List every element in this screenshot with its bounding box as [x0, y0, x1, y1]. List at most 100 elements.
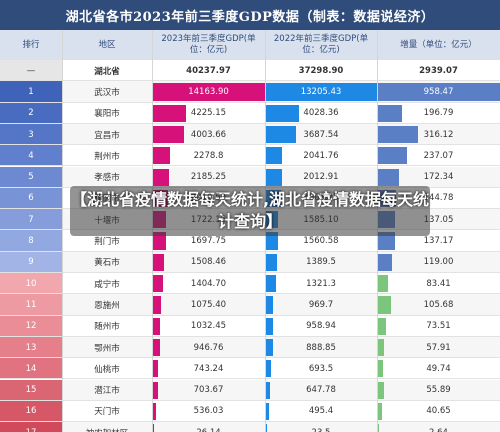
rank-cell: 7	[0, 209, 62, 231]
region-cell: 恩施州	[62, 294, 152, 315]
region-name: 潜江市	[94, 386, 120, 397]
increase-cell: 137.17	[377, 230, 500, 251]
gdp-2023-cell: 1404.70	[152, 273, 265, 294]
row-divider	[0, 335, 500, 337]
gdp-2023-cell: 40237.97	[152, 60, 265, 81]
gdp-2022-cell-bar	[265, 402, 270, 421]
increase-cell: 40.65	[377, 401, 500, 422]
increase-cell-value: 40.65	[426, 406, 451, 417]
gdp-2022-cell-bar	[265, 338, 273, 357]
header-gdp-2022: 2022年前三季度GDP(单位：亿元)	[273, 34, 369, 55]
gdp-2022-cell-bar	[265, 424, 267, 432]
rank-cell: 9	[0, 251, 62, 273]
increase-cell-value: 2.64	[429, 428, 448, 432]
gdp-2023-cell: 4225.15	[152, 103, 265, 124]
gdp-2022-cell-value: 37298.90	[298, 65, 344, 76]
rank-cell: 5	[0, 166, 62, 188]
rank-value: 14	[25, 363, 37, 374]
gdp-2023-cell-bar	[152, 360, 158, 378]
rank-value: 16	[25, 406, 37, 417]
table-row: 5 孝感市 2185.25 2012.91 172.34	[0, 166, 500, 188]
table-header: 排行 地区 2023年前三季度GDP(单位：亿元) 2022年前三季度GDP(单…	[0, 30, 500, 60]
rank-cell: 1	[0, 81, 62, 103]
gdp-2023-cell-value: 536.03	[193, 406, 224, 417]
region-name: 荆州市	[94, 151, 120, 162]
increase-cell-bar	[377, 402, 383, 421]
region-cell: 荆州市	[62, 145, 152, 166]
rank-value: 1	[28, 86, 34, 97]
rank-value: 5	[28, 172, 34, 183]
gdp-2023-cell-bar	[152, 253, 165, 271]
gdp-2022-cell: 693.5	[265, 358, 377, 379]
gdp-2022-cell-value: 1560.58	[303, 236, 339, 247]
gdp-2022-cell: 2012.91	[265, 167, 377, 188]
region-cell: 神农架林区	[62, 422, 152, 432]
increase-cell-value: 237.07	[423, 150, 454, 161]
increase-cell-bar	[377, 338, 385, 357]
header-gdp-2023: 2023年前三季度GDP(单位：亿元)	[161, 34, 256, 55]
gdp-2022-cell: 1321.3	[265, 273, 377, 294]
gdp-2023-cell-bar	[152, 317, 161, 335]
region-cell: 天门市	[62, 401, 152, 422]
rank-value: 9	[28, 257, 34, 268]
table-row: 14 仙桃市 743.24 693.5 49.74	[0, 358, 500, 380]
gdp-2023-cell-bar	[152, 296, 161, 314]
gdp-2022-cell-bar	[265, 83, 377, 101]
gdp-2022-cell-value: 1389.5	[306, 257, 336, 268]
region-name: 武汉市	[94, 87, 120, 98]
table-row: 17 神农架林区 26.14 23.5 2.64	[0, 422, 500, 432]
gdp-2023-cell: 946.76	[152, 337, 265, 358]
rank-value: 6	[28, 193, 34, 204]
table-row: 2 襄阳市 4225.15 4028.36 196.79	[0, 102, 500, 124]
gdp-2022-cell: 647.78	[265, 380, 377, 401]
region-cell: 仙桃市	[62, 358, 152, 379]
gdp-2022-cell-bar	[265, 381, 271, 399]
table-title: 湖北省各市2023年前三季度GDP数据（制表：数据说经济）	[0, 0, 500, 30]
increase-cell: 57.91	[377, 337, 500, 358]
increase-cell-value: 57.91	[426, 342, 451, 353]
row-divider	[0, 271, 500, 273]
gdp-2023-cell: 536.03	[152, 401, 265, 422]
increase-cell-bar	[377, 104, 403, 122]
gdp-2023-cell-value: 2185.25	[190, 172, 227, 183]
gdp-2023-cell-value: 1722.15	[190, 214, 227, 225]
gdp-2022-cell-value: 23.5	[312, 428, 331, 432]
header-increase: 增量（单位：亿元）	[400, 39, 477, 50]
region-name: 十堰市	[94, 215, 120, 226]
gdp-2022-cell-value: 13205.43	[300, 86, 342, 97]
rank-cell: 6	[0, 187, 62, 210]
gdp-2022-cell-value: 4028.36	[303, 108, 339, 119]
region-cell: 随州市	[62, 316, 152, 337]
increase-cell-bar	[377, 232, 395, 250]
increase-cell: 237.07	[377, 145, 500, 166]
gdp-2023-cell: 4003.66	[152, 124, 265, 145]
rank-value: 4	[28, 150, 34, 161]
increase-cell: 958.47	[377, 81, 500, 102]
region-cell: 十堰市	[62, 209, 152, 230]
region-name: 黄冈市	[94, 194, 120, 205]
increase-cell: 119.00	[377, 252, 500, 273]
gdp-2023-cell-bar	[152, 104, 186, 122]
gdp-2023-cell-value: 40237.97	[186, 65, 231, 76]
region-name: 恩施州	[94, 300, 120, 311]
rank-cell: 17	[0, 422, 62, 432]
row-divider	[0, 101, 500, 103]
gdp-2023-cell-value: 1508.46	[190, 257, 227, 268]
gdp-2023-cell-value: 2278.8	[193, 150, 224, 161]
region-cell: 黄石市	[62, 252, 152, 273]
increase-cell: 55.89	[377, 380, 500, 401]
gdp-2022-cell-bar	[265, 360, 271, 378]
rank-cell: 3	[0, 123, 62, 146]
table-row: 11 恩施州 1075.40 969.7 105.68	[0, 294, 500, 316]
gdp-2023-cell-bar	[152, 168, 170, 186]
row-divider	[0, 357, 500, 359]
table-row: 9 黄石市 1508.46 1389.5 119.00	[0, 251, 500, 273]
region-cell: 咸宁市	[62, 273, 152, 294]
region-name: 宜昌市	[94, 130, 120, 141]
gdp-2022-cell: 37298.90	[265, 60, 377, 81]
gdp-2022-cell: 1389.5	[265, 252, 377, 273]
gdp-2022-cell-bar	[265, 232, 279, 250]
increase-cell-value: 196.79	[423, 108, 454, 119]
rank-cell: 15	[0, 379, 62, 401]
